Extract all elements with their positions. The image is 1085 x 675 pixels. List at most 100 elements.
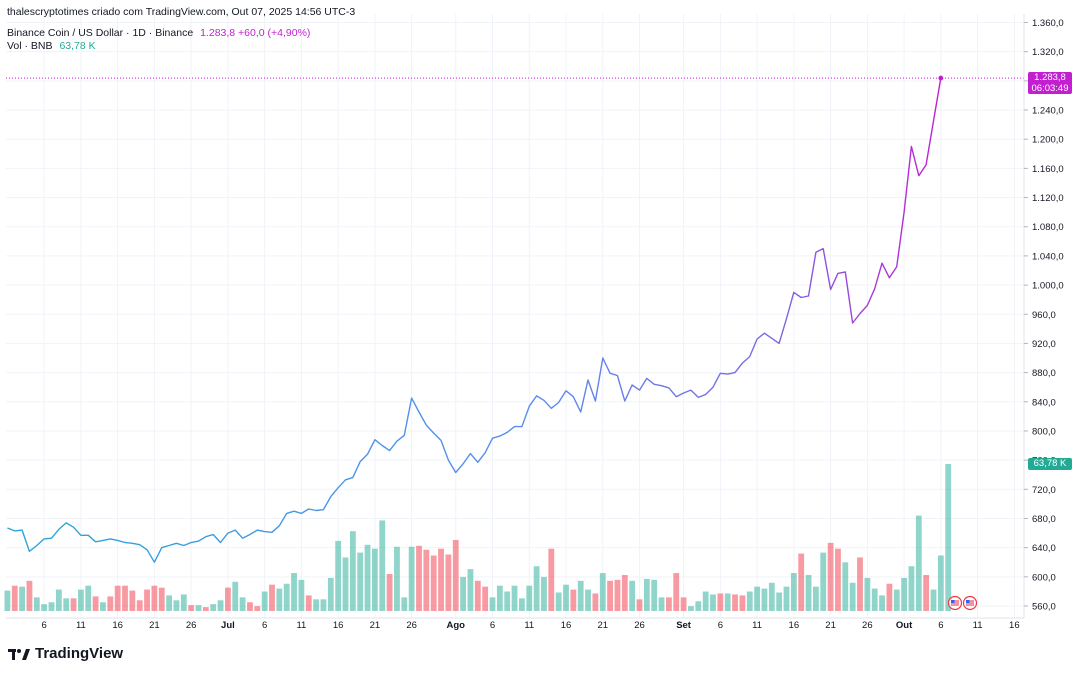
volume-label: Vol · BNB (7, 40, 53, 52)
tradingview-logo-icon (8, 648, 30, 660)
volume-bar (643, 578, 650, 611)
price-tick-label: 880,0 (1032, 368, 1056, 379)
time-tick-label: 21 (825, 620, 836, 631)
volume-bar (408, 546, 415, 611)
volume-bar (798, 553, 805, 611)
time-tick-label: Set (676, 620, 692, 631)
volume-bar (533, 566, 540, 611)
time-tick-label: 26 (406, 620, 417, 631)
volume-bar (548, 548, 555, 611)
volume-bar (805, 574, 812, 611)
price-tick-label: 720,0 (1032, 485, 1056, 496)
price-tick-label: 1.240,0 (1032, 106, 1064, 117)
volume-bar (225, 587, 231, 611)
symbol-legend[interactable]: Binance Coin / US Dollar · 1D · Binance … (7, 27, 310, 39)
volume-bar (63, 598, 70, 611)
time-tick-label: 6 (938, 620, 943, 631)
volume-bar (717, 593, 724, 611)
volume-bar (100, 602, 106, 611)
volume-bar (732, 594, 738, 611)
event-markers[interactable] (947, 595, 978, 611)
volume-bar (629, 580, 636, 611)
volume-legend[interactable]: Vol · BNB 63,78 K (7, 40, 96, 52)
volume-bar (746, 591, 753, 611)
time-tick-label: 26 (634, 620, 645, 631)
volume-bar (695, 601, 702, 611)
volume-bar (790, 573, 797, 611)
price-tick-label: 1.000,0 (1032, 281, 1064, 292)
flag-icon[interactable] (947, 595, 963, 611)
price-tick-label: 1.080,0 (1032, 222, 1064, 233)
price-tick-label: 680,0 (1032, 514, 1056, 525)
time-tick-label: 21 (370, 620, 381, 631)
volume-bar (908, 566, 915, 611)
price-tick-label: 1.200,0 (1032, 135, 1064, 146)
time-axis[interactable]: 6 11 16 21 26 Jul 6 11 16 21 26 Ago 6 11 16 21 26 Set 6 11 1… (6, 617, 1024, 631)
volume-bar (474, 580, 481, 611)
time-tick-label: 11 (973, 620, 983, 631)
volume-bar (173, 600, 180, 611)
time-tick-label: 21 (597, 620, 608, 631)
volume-tag: 63,78 K (1028, 458, 1072, 470)
flag-icon-canton (966, 600, 970, 603)
volume-bar (945, 464, 952, 611)
volume-bar (195, 605, 202, 611)
volume-bar (607, 580, 613, 611)
volume-bar (592, 593, 599, 611)
price-axis[interactable]: 1.360,01.320,01.280,01.240,01.200,01.160… (1023, 14, 1064, 618)
price-tick-label: 1.120,0 (1032, 193, 1064, 204)
flag-icon-canton (951, 600, 955, 603)
time-tick-label: Jul (221, 620, 235, 631)
volume-bar (849, 582, 856, 611)
volume-bar (349, 531, 356, 611)
volume-bar (467, 569, 474, 611)
volume-bar (48, 602, 55, 611)
volume-bar (11, 585, 18, 611)
volume-bar (761, 588, 768, 611)
volume-bar (776, 592, 783, 611)
volume-bar (151, 585, 158, 611)
volume-bar (423, 549, 430, 611)
volume-bar (4, 590, 11, 611)
volume-bar (136, 600, 143, 611)
price-tick-label: 920,0 (1032, 339, 1056, 350)
flag-icon[interactable] (962, 595, 978, 611)
volume-bar (511, 585, 518, 611)
volume-bar (372, 548, 378, 611)
price-tick-label: 840,0 (1032, 397, 1056, 408)
volume-bar (313, 599, 319, 611)
volume-bar (342, 557, 349, 611)
tradingview-logo[interactable]: TradingView (8, 645, 123, 662)
volume-bar (599, 573, 606, 611)
volume-bar (658, 597, 665, 611)
time-tick-label: 26 (862, 620, 873, 631)
volume-bar (92, 596, 99, 611)
volume-bar (401, 597, 408, 611)
volume-bar (666, 597, 672, 611)
volume-bar (673, 573, 680, 611)
volume-bar (327, 577, 334, 611)
price-tick-label: 1.040,0 (1032, 251, 1064, 262)
volume-bar (305, 595, 312, 611)
volume-bar (930, 589, 937, 611)
volume-bar (158, 587, 165, 611)
volume-bar (70, 598, 77, 611)
volume-bar (452, 539, 459, 611)
volume-bar (835, 548, 841, 611)
time-tick-label: 16 (1009, 620, 1020, 631)
volume-bar (107, 596, 114, 611)
last-price-value: 1.283,8 (1034, 72, 1066, 83)
time-tick-label: 16 (789, 620, 800, 631)
price-line (7, 75, 944, 563)
volume-bar (445, 554, 452, 611)
volume-bar (85, 585, 92, 611)
volume-bar (26, 580, 33, 611)
volume-bar (489, 597, 496, 611)
volume-bar (261, 591, 268, 611)
volume-bar (335, 540, 342, 611)
volume-bar (254, 606, 261, 611)
volume-bar (519, 598, 525, 611)
volume-bar (379, 520, 386, 611)
price-tick-label: 960,0 (1032, 310, 1056, 321)
